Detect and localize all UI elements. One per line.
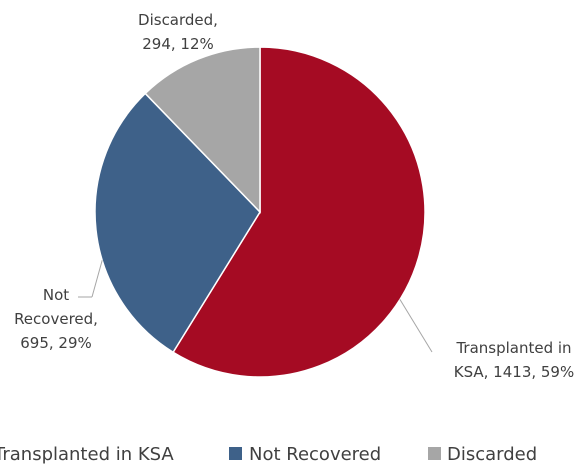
pie-slice-transplanted-in-ksa <box>172 46 426 378</box>
leader-line-transplanted-in-ksa <box>399 299 433 353</box>
legend: Transplanted in KSA Not Recovered Discarde… <box>0 444 537 465</box>
legend-label-transplanted-in-ksa: Transplanted in KSA <box>0 444 174 465</box>
data-labels: Transplanted in KSA, 1413, 59% Not Recovere… <box>14 11 574 381</box>
legend-swatch-not-recovered <box>229 447 242 460</box>
pie-slices <box>94 46 426 378</box>
leader-lines <box>78 260 433 353</box>
legend-label-discarded: Discarded <box>447 444 537 465</box>
legend-label-not-recovered: Not Recovered <box>249 444 381 465</box>
legend-swatch-discarded <box>428 447 441 460</box>
data-label-not-recovered: Not Recovered, 695, 29% <box>14 286 98 352</box>
data-label-discarded: Discarded, 294, 12% <box>138 11 218 53</box>
leader-line-not-recovered <box>91 260 103 298</box>
pie-slice-not-recovered <box>94 92 261 354</box>
pie-slice-discarded <box>144 46 261 214</box>
data-label-transplanted-in-ksa: Transplanted in KSA, 1413, 59% <box>454 339 574 381</box>
